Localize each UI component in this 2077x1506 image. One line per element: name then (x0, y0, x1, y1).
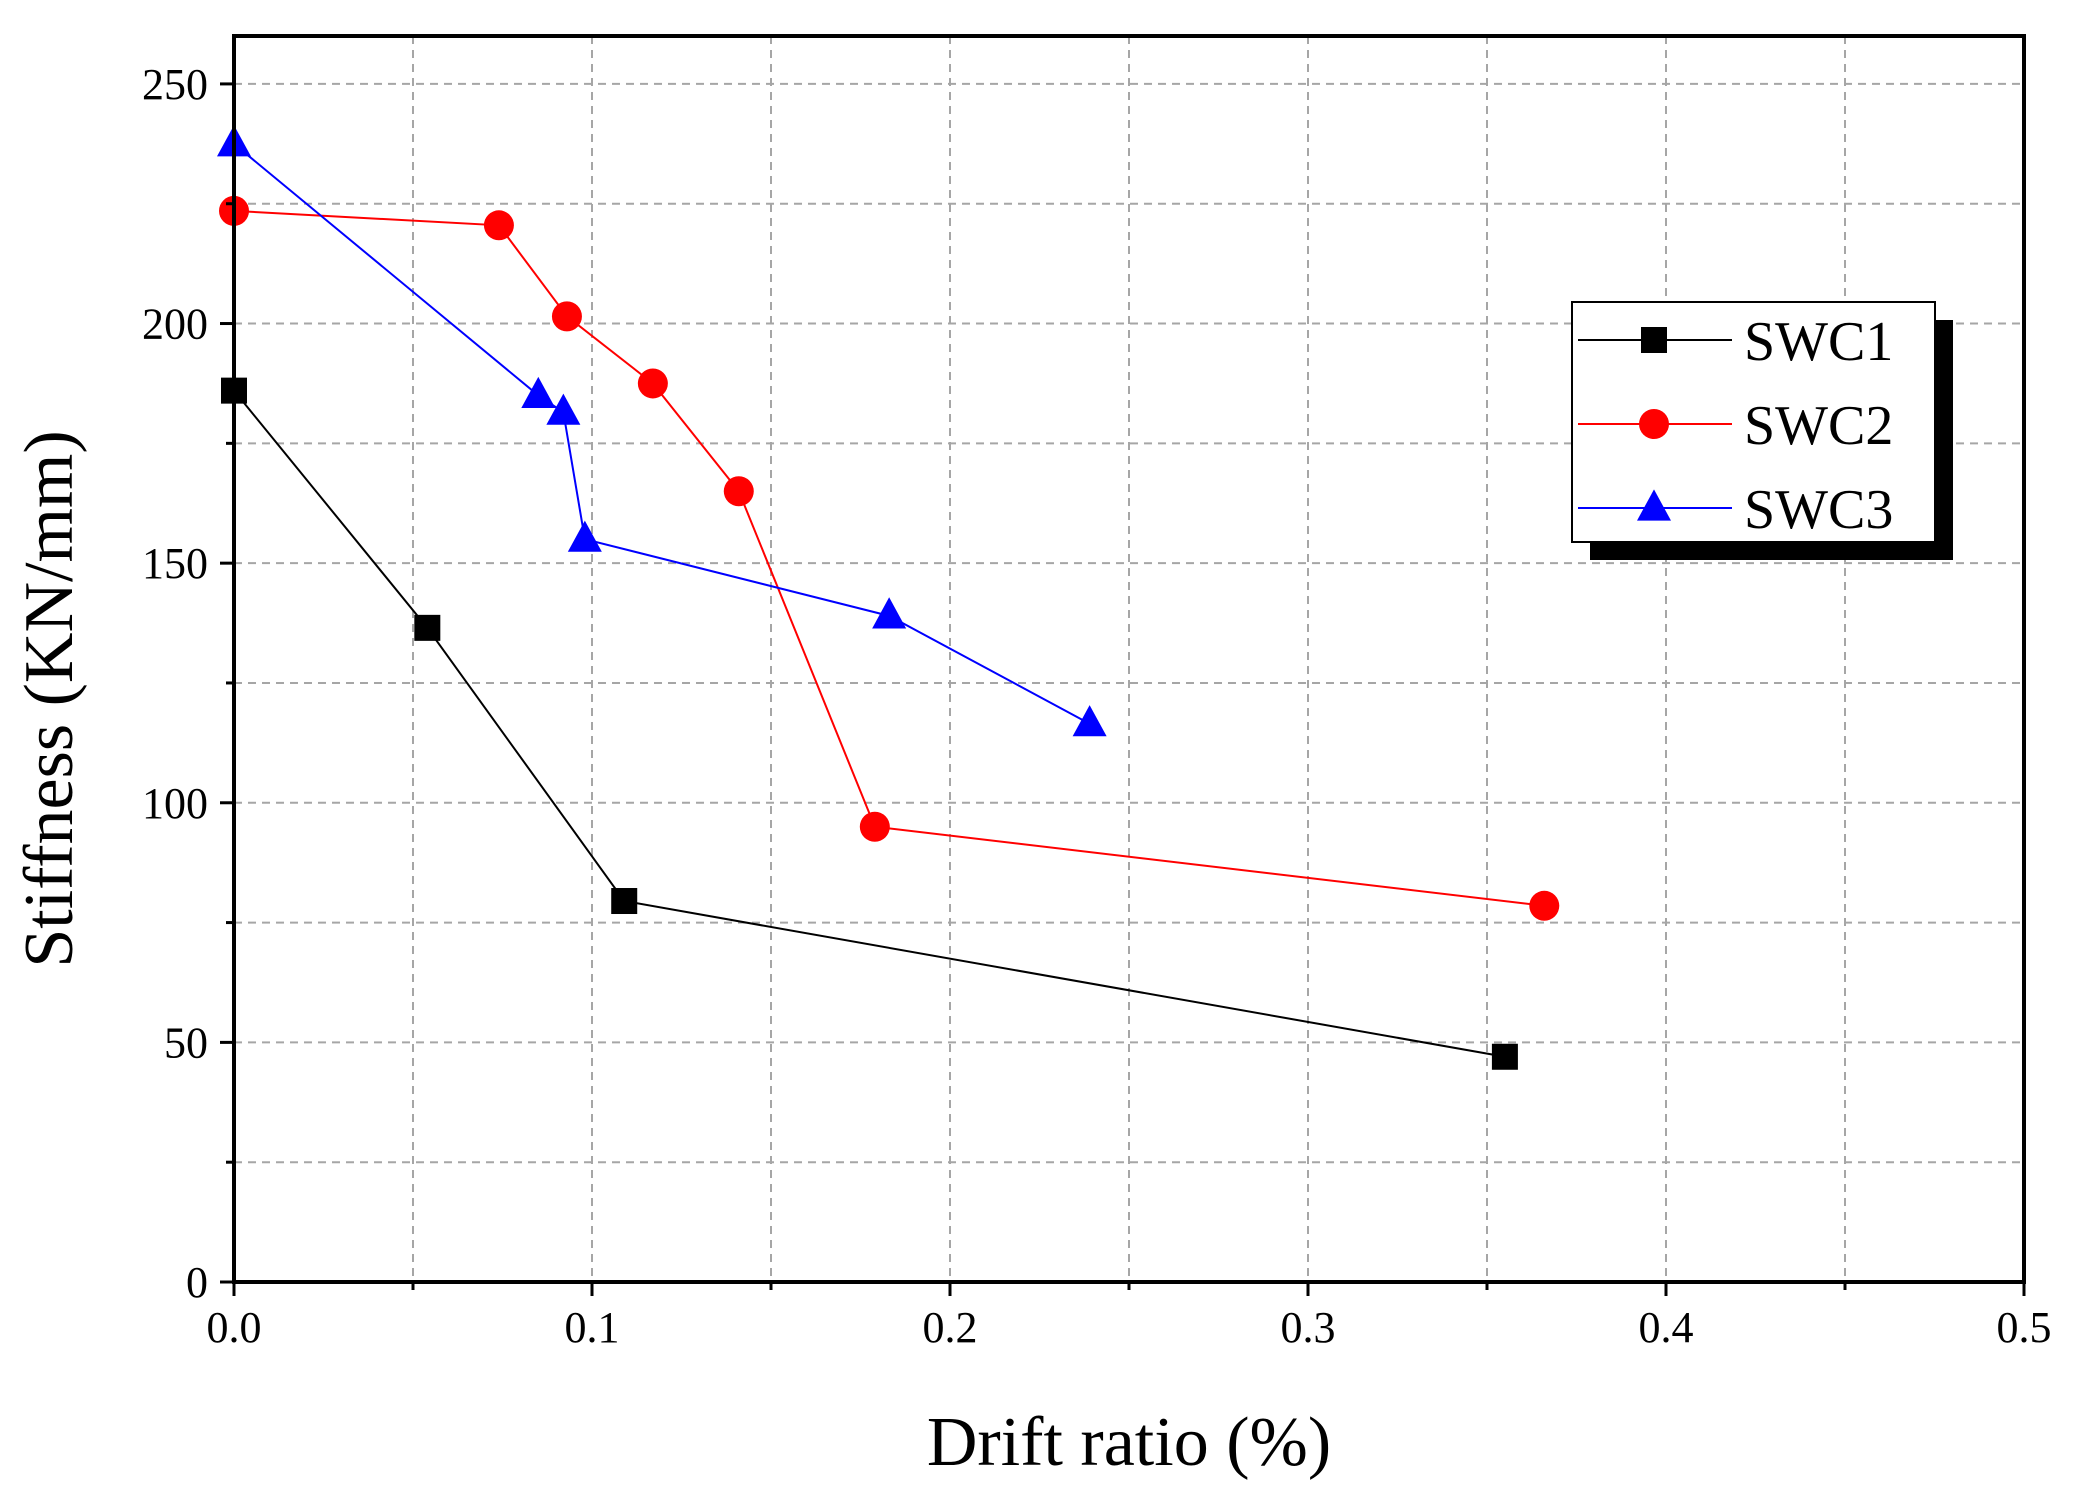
data-point-swc1 (611, 888, 638, 915)
y-tick-label: 100 (142, 779, 208, 828)
series-line-swc3 (233, 143, 1091, 725)
data-point-swc2 (637, 368, 668, 399)
y-tick-label: 250 (142, 60, 208, 109)
x-axis-title: Drift ratio (%) (927, 1404, 1331, 1481)
series-line-swc1 (233, 389, 1506, 1058)
axis-ticks: 0.0 0.1 0.2 0.3 0.4 0.5 0 50 100 150 200 250 (142, 60, 2052, 1352)
y-axis-title: Stiffness (KN/mm) (11, 430, 88, 967)
y-tick-label: 0 (186, 1258, 208, 1307)
legend-marker-swc1 (1641, 327, 1667, 353)
legend-marker-swc2 (1639, 409, 1669, 439)
y-tick-label: 50 (164, 1018, 208, 1067)
legend-marker-swc3 (1637, 489, 1671, 521)
legend-label-swc2: SWC2 (1744, 395, 1893, 457)
legend: SWC1 SWC2 SWC3 (1571, 301, 1953, 560)
data-point-swc3 (521, 376, 556, 409)
data-point-swc2 (859, 811, 890, 842)
legend-box (1571, 301, 1936, 543)
data-point-swc3 (872, 597, 907, 629)
x-tick-label: 0.2 (923, 1303, 978, 1352)
data-point-swc3 (1072, 705, 1107, 737)
data-point-swc3 (567, 520, 602, 552)
x-tick-label: 0.4 (1639, 1303, 1694, 1352)
x-tick-label: 0.3 (1281, 1303, 1336, 1352)
data-point-swc3 (546, 393, 581, 425)
legend-label-swc3: SWC3 (1744, 479, 1893, 541)
y-tick-label: 150 (142, 539, 208, 588)
data-point-swc2 (1529, 890, 1560, 921)
data-point-swc2 (723, 476, 754, 507)
data-point-swc1 (414, 614, 441, 641)
data-point-swc2 (483, 210, 514, 241)
x-tick-label: 0.5 (1997, 1303, 2052, 1352)
y-tick-label: 200 (142, 300, 208, 349)
x-tick-label: 0.0 (207, 1303, 262, 1352)
data-point-swc1 (1491, 1043, 1518, 1070)
x-tick-label: 0.1 (565, 1303, 620, 1352)
data-point-swc2 (551, 301, 582, 332)
legend-label-swc1: SWC1 (1744, 311, 1893, 373)
grid (234, 36, 2024, 1282)
series-layer (217, 125, 1560, 1070)
